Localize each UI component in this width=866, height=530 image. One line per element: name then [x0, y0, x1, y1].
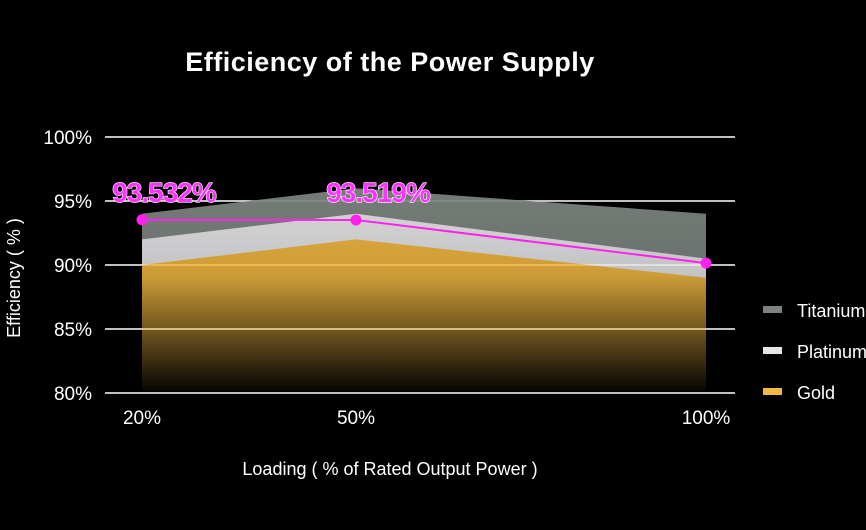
x-axis-title: Loading ( % of Rated Output Power ) [242, 459, 537, 479]
y-tick-label: 80% [54, 384, 92, 405]
chart-title: Efficiency of the Power Supply [185, 47, 595, 77]
legend-label: Titanium [797, 301, 865, 321]
y-axis-title: Efficiency ( % ) [4, 218, 24, 338]
legend-label: Gold [797, 383, 835, 403]
legend-swatch [763, 388, 782, 395]
line-series [136, 214, 712, 269]
y-tick-label: 100% [43, 128, 92, 149]
data-label: 93.519% [326, 177, 431, 208]
x-tick-label: 50% [337, 408, 375, 429]
x-tick-label: 100% [682, 408, 731, 429]
data-label: 93.532% [112, 177, 217, 208]
legend-label: Platinum [797, 342, 866, 362]
legend-swatch [763, 347, 782, 354]
x-tick-label: 20% [123, 408, 161, 429]
area-series [142, 188, 706, 391]
data-labels: 93.532% 93.519% [112, 176, 433, 208]
y-tick-label: 85% [54, 320, 92, 341]
legend-swatch [763, 306, 782, 313]
y-tick-label: 95% [54, 192, 92, 213]
x-axis-ticks: 20% 50% 100% [123, 408, 730, 429]
measured-point [350, 214, 362, 226]
area-gold [142, 239, 706, 391]
measured-point [136, 214, 148, 226]
y-axis-ticks: 80% 85% 90% 95% 100% [43, 128, 92, 405]
measured-point [700, 257, 712, 269]
y-tick-label: 90% [54, 256, 92, 277]
legend: Titanium Platinum Gold [763, 301, 866, 403]
